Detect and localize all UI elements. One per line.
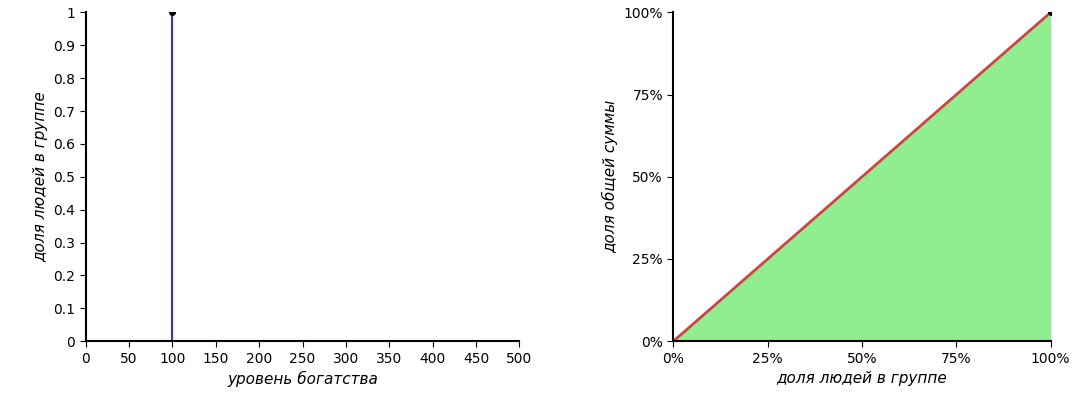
Y-axis label: доля общей суммы: доля общей суммы: [601, 100, 617, 253]
X-axis label: доля людей в группе: доля людей в группе: [776, 371, 948, 386]
Polygon shape: [673, 12, 1051, 341]
Y-axis label: доля людей в группе: доля людей в группе: [33, 92, 48, 262]
X-axis label: уровень богатства: уровень богатства: [227, 371, 378, 387]
